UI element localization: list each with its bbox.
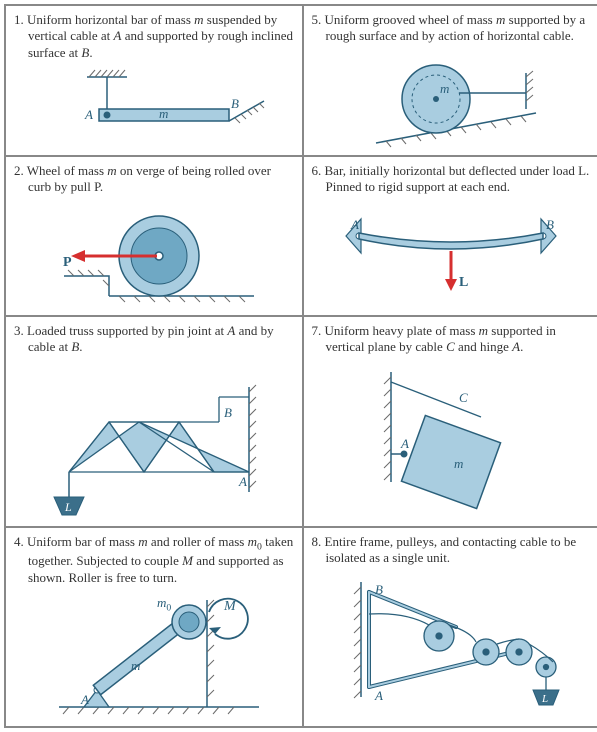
cell-1: 1. Uniform horizontal bar of mass m susp… xyxy=(5,5,303,156)
cell-4: 4. Uniform bar of mass m and roller of m… xyxy=(5,527,303,727)
cell-6: 6. Bar, initially horizontal but deflect… xyxy=(303,156,597,317)
svg-text:m: m xyxy=(454,456,463,471)
text-3: Loaded truss supported by pin joint at A… xyxy=(27,323,274,354)
cell-7: 7. Uniform heavy plate of mass m support… xyxy=(303,316,597,527)
text-1: Uniform horizontal bar of mass m suspend… xyxy=(27,12,293,60)
desc-7: 7. Uniform heavy plate of mass m support… xyxy=(312,323,592,356)
svg-text:L: L xyxy=(64,500,72,514)
num-4: 4. xyxy=(14,534,24,549)
svg-text:A: A xyxy=(80,692,89,707)
fig-6: A B L xyxy=(321,201,581,301)
desc-1: 1. Uniform horizontal bar of mass m susp… xyxy=(14,12,294,61)
svg-text:L: L xyxy=(541,693,548,705)
svg-text:B: B xyxy=(224,405,232,420)
fig-1: A B m xyxy=(39,67,269,147)
text-5: Uniform grooved wheel of mass m supporte… xyxy=(325,12,586,43)
svg-text:B: B xyxy=(546,217,554,232)
desc-2: 2. Wheel of mass m on verge of being rol… xyxy=(14,163,294,196)
svg-text:m: m xyxy=(159,106,168,121)
num-8: 8. xyxy=(312,534,322,549)
svg-text:A: A xyxy=(400,436,409,451)
num-5: 5. xyxy=(312,12,322,27)
text-8: Entire frame, pulleys, and contacting ca… xyxy=(325,534,577,565)
cell-2: 2. Wheel of mass m on verge of being rol… xyxy=(5,156,303,317)
svg-text:m: m xyxy=(440,81,449,96)
num-2: 2. xyxy=(14,163,24,178)
desc-5: 5. Uniform grooved wheel of mass m suppo… xyxy=(312,12,592,45)
fig-2: P xyxy=(39,201,269,311)
svg-text:m: m xyxy=(131,658,140,673)
svg-text:B: B xyxy=(375,582,383,597)
text-6: Bar, initially horizontal but deflected … xyxy=(325,163,590,194)
num-7: 7. xyxy=(312,323,322,338)
desc-4: 4. Uniform bar of mass m and roller of m… xyxy=(14,534,294,586)
svg-text:B: B xyxy=(231,96,239,111)
svg-text:A: A xyxy=(238,474,247,489)
text-7: Uniform heavy plate of mass m supported … xyxy=(325,323,556,354)
svg-text:M: M xyxy=(223,599,237,614)
cell-8: 8. Entire frame, pulleys, and contacting… xyxy=(303,527,597,727)
svg-text:L: L xyxy=(459,275,468,290)
desc-8: 8. Entire frame, pulleys, and contacting… xyxy=(312,534,592,567)
cell-3: 3. Loaded truss supported by pin joint a… xyxy=(5,316,303,527)
num-6: 6. xyxy=(312,163,322,178)
fig-3: L B A xyxy=(24,362,284,522)
svg-text:P: P xyxy=(63,255,72,270)
fig-5: m xyxy=(336,51,566,151)
svg-text:A: A xyxy=(84,107,93,122)
num-1: 1. xyxy=(14,12,24,27)
svg-text:A: A xyxy=(374,688,383,703)
fig-7: A C m xyxy=(336,362,566,522)
fig-8: L B A xyxy=(321,572,581,712)
cell-5: 5. Uniform grooved wheel of mass m suppo… xyxy=(303,5,597,156)
desc-3: 3. Loaded truss supported by pin joint a… xyxy=(14,323,294,356)
svg-text:A: A xyxy=(350,217,359,232)
text-4: Uniform bar of mass m and roller of mass… xyxy=(27,534,293,585)
svg-text:C: C xyxy=(459,390,468,405)
problems-grid: 1. Uniform horizontal bar of mass m susp… xyxy=(4,4,597,728)
text-2: Wheel of mass m on verge of being rolled… xyxy=(27,163,271,194)
fig-4: A m M m0 xyxy=(29,592,279,722)
num-3: 3. xyxy=(14,323,24,338)
desc-6: 6. Bar, initially horizontal but deflect… xyxy=(312,163,592,196)
